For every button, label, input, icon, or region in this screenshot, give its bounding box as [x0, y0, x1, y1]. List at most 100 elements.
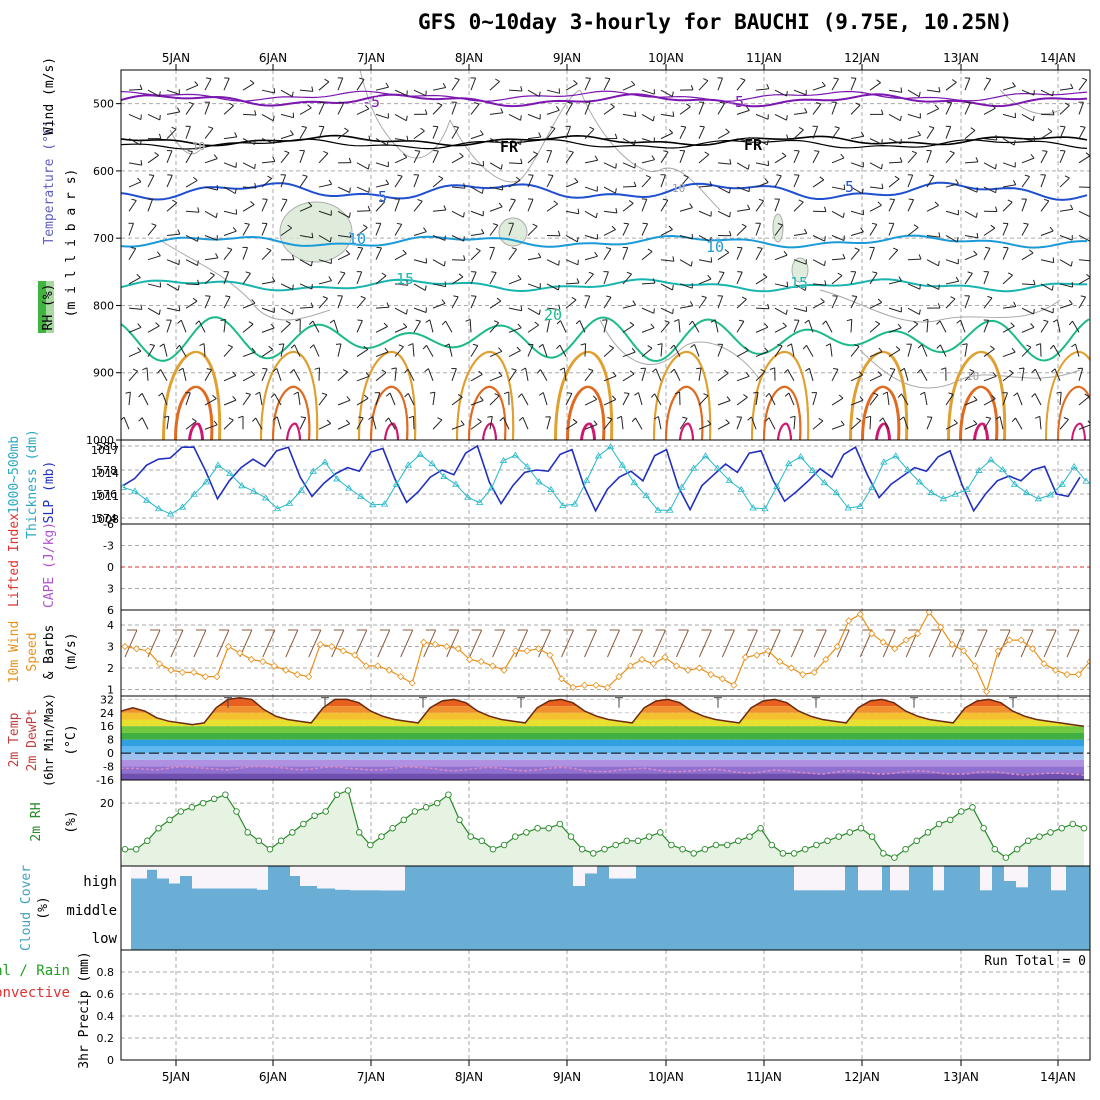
contour-label: 10 — [966, 370, 979, 383]
lifted-index-axis-label: Lifted Index — [7, 513, 22, 607]
wind-barb — [831, 210, 844, 219]
wind-speed-point — [615, 673, 623, 681]
wind-barb — [710, 257, 713, 263]
wind-barb — [280, 199, 288, 212]
wind-barb — [635, 417, 643, 430]
wind-barb — [938, 260, 940, 266]
wind-barb — [740, 77, 746, 81]
panel-frame — [120, 609, 1091, 697]
wind-barb — [653, 416, 659, 420]
wind-barb — [323, 150, 329, 154]
wind-barb — [764, 178, 769, 183]
rh2m-point — [991, 845, 999, 853]
wind-barb — [760, 368, 766, 372]
wind-barb — [518, 416, 524, 421]
date-label-top: 9JAN — [553, 51, 581, 65]
wind-barb — [660, 199, 669, 212]
temp-contour — [468, 385, 507, 440]
wind-barb — [831, 397, 844, 406]
rh2m-point — [634, 837, 642, 845]
wind-barb — [489, 322, 500, 333]
wind-barb — [331, 629, 345, 658]
wind-barb — [565, 299, 577, 309]
wind-barb — [926, 89, 940, 93]
wind-barb — [624, 392, 630, 394]
rh-contour — [159, 239, 331, 321]
wind-barb — [337, 399, 351, 406]
rh2m-axis-label: 2m RH — [29, 802, 44, 841]
wind-barb — [356, 348, 369, 357]
wind-speed-point — [730, 681, 738, 689]
wind-barb — [544, 319, 550, 321]
wind-barb — [622, 185, 637, 188]
wind-barb — [755, 276, 768, 285]
wind-barb — [206, 77, 212, 80]
rh2m-point — [534, 824, 541, 832]
wind-barb — [726, 396, 731, 401]
rh2m-point — [244, 829, 251, 836]
wind-barb — [301, 125, 307, 128]
wind-barb — [983, 186, 996, 194]
wind-speed-point — [397, 673, 405, 681]
ytick-label: 3 — [107, 583, 114, 596]
wind-barb — [242, 247, 248, 260]
wind-barb — [622, 84, 636, 91]
wind-barb — [641, 199, 648, 212]
wind-barb — [394, 198, 400, 212]
wind-barb — [141, 417, 149, 430]
wind-barb — [147, 325, 160, 333]
wind-barb — [337, 77, 344, 91]
wind-barb — [311, 232, 314, 238]
wind-speed-point — [512, 647, 520, 655]
wind-barb — [736, 375, 750, 382]
wind-barb — [793, 129, 804, 139]
wind-barb — [812, 126, 819, 139]
wind-barb — [964, 77, 971, 91]
wind-barb — [318, 153, 329, 164]
wind-barb — [451, 186, 466, 189]
wind-barb — [223, 136, 237, 140]
wind-barb — [204, 158, 218, 164]
wind-barb — [875, 320, 881, 325]
wind-barb — [831, 157, 845, 164]
wind-barb — [148, 174, 154, 176]
wind-barb — [453, 295, 459, 298]
wind-barb — [937, 303, 941, 309]
rh2m-point — [846, 829, 854, 836]
wind-barb — [137, 347, 142, 352]
wind-barb — [386, 140, 389, 146]
slp-point — [963, 485, 971, 493]
panel-frame — [120, 439, 1091, 525]
wind-speed-line — [124, 610, 1090, 694]
wind-barb — [879, 417, 884, 422]
wind-barb — [195, 320, 200, 325]
wind-barb — [204, 369, 213, 382]
high-cloud-gap — [622, 866, 636, 879]
wind-speed-point — [1028, 645, 1037, 653]
wind-speed-point — [684, 666, 692, 674]
wind-barb — [917, 130, 922, 136]
wind-barb — [888, 349, 901, 358]
wind-barb — [185, 84, 199, 91]
cloud-left-margin — [121, 866, 131, 950]
wind-barb — [645, 174, 651, 178]
date-label-bottom: 11JAN — [746, 1070, 782, 1084]
wind-barb — [623, 222, 629, 225]
wind-barb — [424, 368, 429, 373]
wind-barb — [755, 200, 765, 212]
wind-barb — [622, 351, 636, 358]
temp-contour — [567, 385, 606, 440]
wind-barb — [389, 392, 396, 406]
wind-barb — [1078, 277, 1090, 285]
slp-point — [464, 493, 472, 500]
ytick-label: 0 — [107, 747, 114, 760]
wind-barb — [1026, 344, 1032, 348]
wind-barb — [755, 113, 769, 120]
wind-barb — [1040, 259, 1054, 264]
wind-barb — [651, 368, 657, 373]
wind-plot — [121, 610, 1090, 696]
wind-barb — [261, 250, 272, 261]
wind-barb — [128, 307, 142, 310]
wind-speed-point — [569, 683, 577, 691]
wind-barb — [851, 295, 857, 297]
